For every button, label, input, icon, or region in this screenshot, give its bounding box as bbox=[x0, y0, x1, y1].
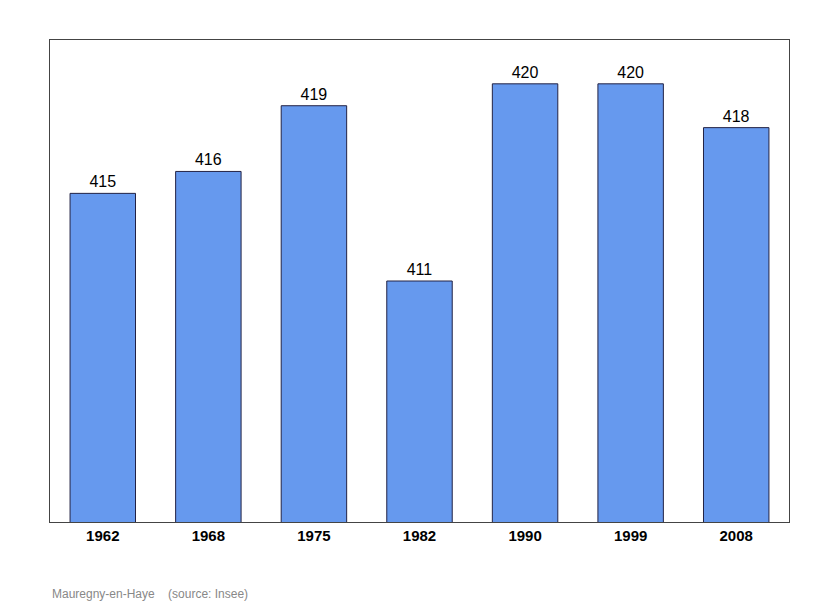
svg-text:2008: 2008 bbox=[720, 527, 753, 544]
svg-text:1975: 1975 bbox=[297, 527, 330, 544]
svg-text:416: 416 bbox=[195, 151, 222, 168]
svg-text:1968: 1968 bbox=[192, 527, 225, 544]
svg-text:420: 420 bbox=[512, 64, 539, 81]
svg-text:1999: 1999 bbox=[614, 527, 647, 544]
svg-text:415: 415 bbox=[89, 173, 116, 190]
svg-text:1982: 1982 bbox=[403, 527, 436, 544]
svg-text:420: 420 bbox=[617, 64, 644, 81]
svg-text:1990: 1990 bbox=[508, 527, 541, 544]
svg-text:419: 419 bbox=[301, 86, 328, 103]
svg-text:1962: 1962 bbox=[86, 527, 119, 544]
svg-text:418: 418 bbox=[723, 108, 750, 125]
svg-text:411: 411 bbox=[407, 261, 433, 278]
svg-text:Mauregny-en-Haye (source: I: Mauregny-en-Haye (source: Insee) bbox=[52, 587, 248, 601]
